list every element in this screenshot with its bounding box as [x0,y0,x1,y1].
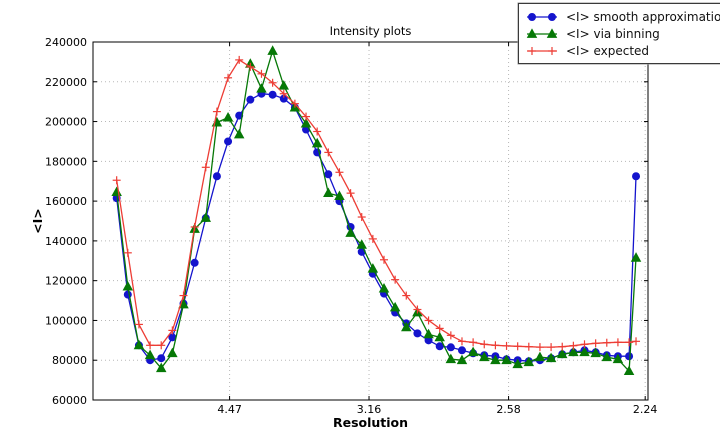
y-tick-label: 160000 [45,195,87,208]
x-tick-label: 2.58 [496,403,521,416]
series-expected-line [116,59,637,348]
series-via-binning-markers [111,45,642,376]
legend-box: <I> smooth approximation <I> via binning <… [518,3,720,64]
series-via-binning-line [116,48,637,373]
y-tick-label: 60000 [52,394,87,407]
legend-item-smooth-approximation: <I> smooth approximation [524,8,720,25]
legend-label: <I> smooth approximation [566,9,720,24]
tick-labels: 4.47 3.16 2.58 2.24 60000 80000 100000 120000 14… [45,36,657,416]
y-tick-label: 220000 [45,76,87,89]
y-tick-label: 140000 [45,235,87,248]
series-expected [112,55,641,352]
series-expected-markers [112,55,641,352]
series-via-binning [111,45,642,376]
legend-marker-plus-icon [527,46,557,55]
legend-marker-triangle-icon [526,27,558,38]
x-tick-label: 2.24 [633,403,658,416]
x-tick-label: 3.16 [357,403,382,416]
plot-frame [92,41,649,401]
chart-title: Intensity plots [329,24,412,38]
y-tick-label: 180000 [45,155,87,168]
y-tick-label: 120000 [45,275,87,288]
legend-item-via-binning: <I> via binning [524,25,720,42]
legend-item-expected: <I> expected [524,42,720,59]
x-axis-label: Resolution [332,415,409,430]
y-axis-label: <I> [30,208,45,234]
y-tick-label: 240000 [45,36,87,49]
legend-label: <I> expected [566,43,650,58]
legend-label: <I> via binning [566,26,660,41]
y-tick-label: 100000 [45,314,87,327]
x-tick-label: 4.47 [217,403,242,416]
legend-marker-circle-icon [527,12,557,21]
y-tick-label: 200000 [45,116,87,129]
y-tick-label: 80000 [52,354,87,367]
